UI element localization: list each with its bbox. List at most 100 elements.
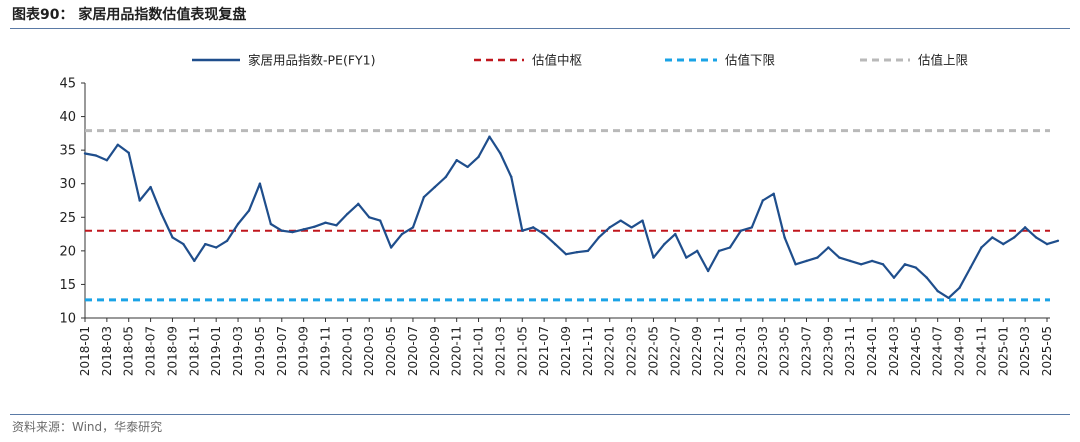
pe-data-point bbox=[1034, 236, 1038, 239]
y-tick-label: 30 bbox=[59, 177, 76, 192]
x-tick-label: 2019-01 bbox=[209, 326, 223, 376]
y-tick-label: 10 bbox=[59, 312, 76, 327]
x-tick-label: 2018-01 bbox=[78, 326, 92, 376]
pe-data-point bbox=[936, 289, 939, 293]
pe-data-point bbox=[280, 229, 283, 232]
pe-data-point bbox=[357, 202, 360, 206]
pe-data-point bbox=[335, 224, 338, 227]
x-tick-label: 2020-01 bbox=[340, 326, 354, 376]
pe-data-point bbox=[849, 259, 852, 263]
pe-data-point bbox=[488, 135, 491, 138]
x-tick-label: 2021-07 bbox=[537, 326, 551, 376]
pe-data-point bbox=[947, 296, 950, 300]
pe-data-point bbox=[269, 222, 273, 226]
source-note: 资料来源：Wind，华泰研究 bbox=[12, 420, 163, 434]
pe-data-point bbox=[510, 175, 513, 179]
pe-data-point bbox=[663, 242, 666, 246]
x-tick-label: 2023-01 bbox=[734, 326, 748, 376]
x-tick-label: 2021-05 bbox=[515, 326, 529, 376]
x-tick-label: 2020-03 bbox=[362, 326, 376, 376]
pe-data-point bbox=[499, 152, 502, 155]
x-tick-label: 2019-09 bbox=[297, 326, 311, 376]
footer-rule bbox=[10, 414, 1070, 415]
pe-data-point bbox=[761, 199, 764, 202]
pe-data-point bbox=[980, 246, 983, 249]
legend-label-lower: 估值下限 bbox=[725, 53, 776, 68]
pe-data-point bbox=[816, 256, 819, 259]
pe-data-point bbox=[1013, 236, 1016, 239]
x-tick-label: 2023-07 bbox=[800, 326, 814, 376]
pe-data-point bbox=[1045, 242, 1049, 246]
pe-data-point bbox=[630, 226, 633, 229]
pe-data-point bbox=[422, 195, 426, 199]
pe-data-point bbox=[433, 185, 437, 189]
x-tick-label: 2025-05 bbox=[1040, 326, 1054, 376]
pe-data-point bbox=[783, 236, 786, 239]
pe-data-point bbox=[794, 263, 797, 266]
pe-data-point bbox=[903, 263, 907, 266]
x-tick-label: 2020-11 bbox=[450, 326, 464, 376]
x-tick-label: 2022-09 bbox=[690, 326, 704, 376]
y-tick-label: 35 bbox=[59, 144, 76, 159]
pe-data-point bbox=[127, 151, 130, 155]
figure-title: 图表90： 家居用品指数估值表现复盘 bbox=[12, 7, 247, 23]
pe-data-point bbox=[728, 246, 732, 249]
pe-data-point bbox=[542, 232, 546, 236]
pe-series-line bbox=[84, 135, 1059, 299]
y-tick-label: 15 bbox=[59, 278, 76, 293]
pe-data-point bbox=[991, 236, 994, 239]
x-tick-label: 2020-07 bbox=[406, 326, 420, 376]
pe-data-point bbox=[378, 219, 382, 222]
x-tick-label: 2021-03 bbox=[493, 326, 507, 376]
pe-data-point bbox=[116, 143, 119, 146]
pe-data-point bbox=[182, 242, 185, 246]
x-tick-label: 2022-07 bbox=[668, 326, 682, 376]
x-tick-label: 2023-03 bbox=[756, 326, 770, 376]
pe-data-point bbox=[521, 229, 524, 232]
pe-data-point bbox=[575, 251, 579, 254]
pe-data-point bbox=[1023, 226, 1027, 229]
pe-data-point bbox=[225, 239, 229, 242]
pe-data-point bbox=[83, 152, 87, 155]
x-tick-label: 2021-11 bbox=[581, 326, 595, 376]
pe-data-point bbox=[619, 219, 622, 222]
x-tick-label: 2022-05 bbox=[646, 326, 660, 376]
pe-data-point bbox=[870, 259, 874, 263]
legend-label-upper: 估值上限 bbox=[918, 53, 969, 68]
pe-data-point bbox=[324, 221, 327, 224]
pe-data-point bbox=[477, 155, 480, 159]
pe-data-point bbox=[859, 263, 863, 266]
pe-data-point bbox=[411, 226, 415, 229]
x-tick-label: 2018-03 bbox=[100, 326, 114, 376]
pe-data-point bbox=[881, 263, 885, 266]
pe-data-point bbox=[553, 242, 557, 246]
pe-data-point bbox=[739, 229, 743, 232]
pe-data-point bbox=[149, 185, 152, 189]
title-rule bbox=[10, 28, 1070, 29]
pe-data-point bbox=[138, 199, 141, 202]
pe-data-point bbox=[717, 249, 721, 253]
x-tick-label: 2024-09 bbox=[953, 326, 967, 376]
x-tick-label: 2024-07 bbox=[931, 326, 945, 376]
pe-data-point bbox=[641, 219, 644, 222]
pe-data-point bbox=[302, 228, 305, 231]
pe-data-point bbox=[892, 276, 896, 279]
x-tick-label: 2023-11 bbox=[843, 326, 857, 376]
plot-area bbox=[83, 129, 1060, 302]
x-tick-label: 2024-05 bbox=[909, 326, 923, 376]
x-tick-label: 2018-11 bbox=[187, 326, 201, 376]
pe-data-point bbox=[772, 192, 775, 195]
x-tick-label: 2021-09 bbox=[559, 326, 573, 376]
x-tick-label: 2024-01 bbox=[865, 326, 879, 376]
x-tick-label: 2024-11 bbox=[974, 326, 988, 376]
x-tick-label: 2022-03 bbox=[625, 326, 639, 376]
pe-data-point bbox=[652, 256, 655, 259]
x-tick-label: 2021-01 bbox=[472, 326, 486, 376]
pe-data-point bbox=[586, 249, 590, 253]
pe-data-point bbox=[171, 236, 174, 239]
x-tick-label: 2019-07 bbox=[275, 326, 289, 376]
x-tick-label: 2019-05 bbox=[253, 326, 267, 376]
pe-data-point bbox=[1002, 242, 1005, 246]
y-tick-label: 45 bbox=[59, 77, 76, 92]
